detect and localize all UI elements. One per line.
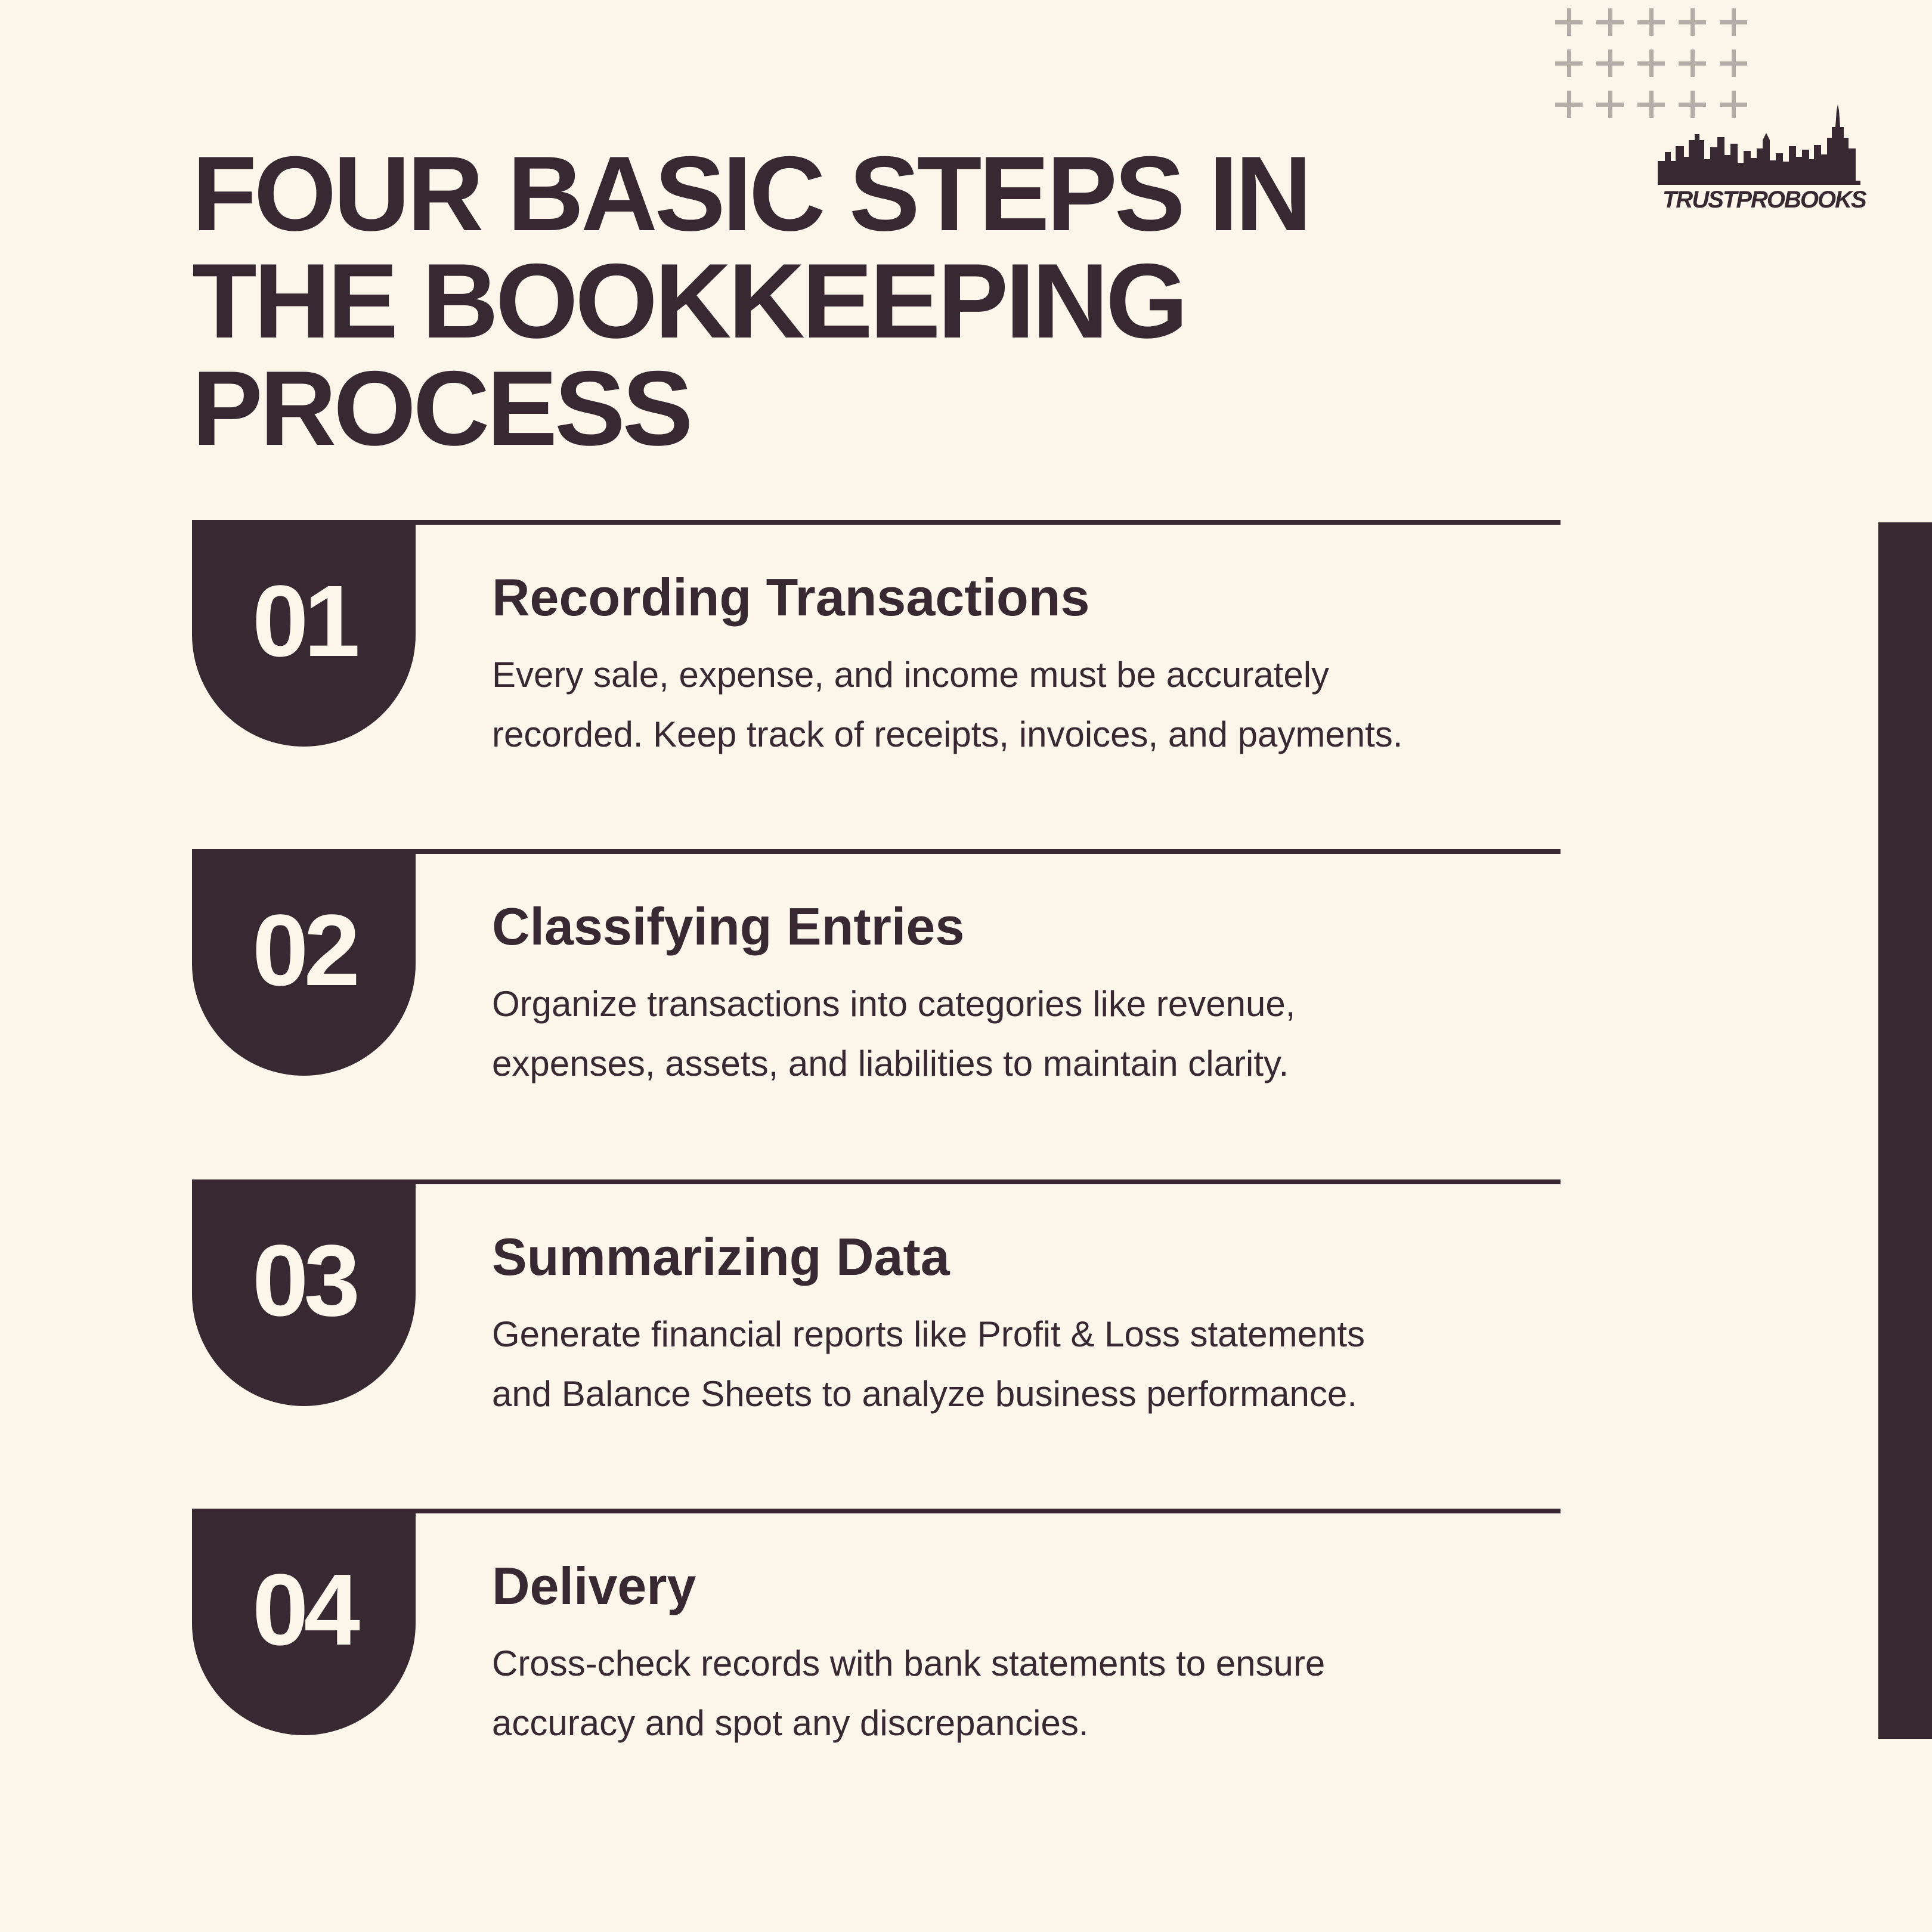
desc-line: Cross-check records with bank statements…	[492, 1643, 1326, 1683]
page-title: FOUR BASIC STEPS IN THE BOOKKEEPING PROC…	[192, 140, 1563, 462]
brand-name: TRUSTPROBOOKS	[1662, 187, 1867, 213]
side-accent-bar	[1878, 522, 1932, 1739]
step-heading: Delivery	[492, 1556, 696, 1615]
step-heading: Summarizing Data	[492, 1227, 950, 1286]
step-number-badge: 02	[192, 849, 416, 1076]
desc-line: Every sale, expense, and income must be …	[492, 655, 1330, 695]
desc-line: recorded. Keep track of receipts, invoic…	[492, 714, 1403, 754]
step-number-badge: 04	[192, 1509, 416, 1735]
step-item: 04 Delivery Cross-check records with ban…	[192, 1509, 1563, 1747]
divider	[192, 520, 1561, 525]
step-description: Every sale, expense, and income must be …	[492, 645, 1559, 764]
divider	[192, 1509, 1561, 1513]
title-line: PROCESS	[192, 349, 693, 467]
desc-line: expenses, assets, and liabilities to mai…	[492, 1044, 1289, 1083]
plus-icon	[1679, 49, 1706, 77]
plus-icon	[1596, 91, 1624, 118]
step-description: Generate financial reports like Profit &…	[492, 1305, 1559, 1424]
title-line: THE BOOKKEEPING	[192, 242, 1188, 360]
step-item: 03 Summarizing Data Generate financial r…	[192, 1179, 1563, 1418]
logo: TRUSTPROBOOKS	[1658, 104, 1867, 218]
plus-icon	[1720, 49, 1747, 77]
plus-icon	[1596, 8, 1624, 36]
plus-icon	[1637, 8, 1665, 36]
desc-line: Generate financial reports like Profit &…	[492, 1314, 1366, 1354]
step-description: Organize transactions into categories li…	[492, 974, 1559, 1094]
plus-grid-icon	[1555, 8, 1747, 128]
step-number: 01	[252, 565, 360, 678]
step-item: 01 Recording Transactions Every sale, ex…	[192, 520, 1563, 758]
step-heading: Recording Transactions	[492, 568, 1090, 627]
plus-icon	[1637, 49, 1665, 77]
plus-icon	[1679, 8, 1706, 36]
desc-line: Organize transactions into categories li…	[492, 984, 1296, 1024]
plus-icon	[1637, 91, 1665, 118]
step-heading: Classifying Entries	[492, 897, 965, 956]
plus-icon	[1555, 49, 1583, 77]
divider	[192, 849, 1561, 854]
divider	[192, 1179, 1561, 1184]
plus-icon	[1720, 8, 1747, 36]
step-description: Cross-check records with bank statements…	[492, 1634, 1559, 1753]
step-item: 02 Classifying Entries Organize transact…	[192, 849, 1563, 1088]
desc-line: and Balance Sheets to analyze business p…	[492, 1374, 1357, 1414]
step-number: 04	[252, 1553, 360, 1667]
plus-icon	[1555, 91, 1583, 118]
city-skyline-icon	[1658, 104, 1860, 185]
step-number-badge: 01	[192, 520, 416, 747]
desc-line: accuracy and spot any discrepancies.	[492, 1703, 1089, 1743]
step-number-badge: 03	[192, 1179, 416, 1406]
plus-icon	[1555, 8, 1583, 36]
step-number: 03	[252, 1224, 360, 1337]
step-number: 02	[252, 894, 360, 1007]
plus-icon	[1596, 49, 1624, 77]
plus-icon	[1720, 91, 1747, 118]
plus-icon	[1679, 91, 1706, 118]
title-line: FOUR BASIC STEPS IN	[192, 134, 1312, 253]
